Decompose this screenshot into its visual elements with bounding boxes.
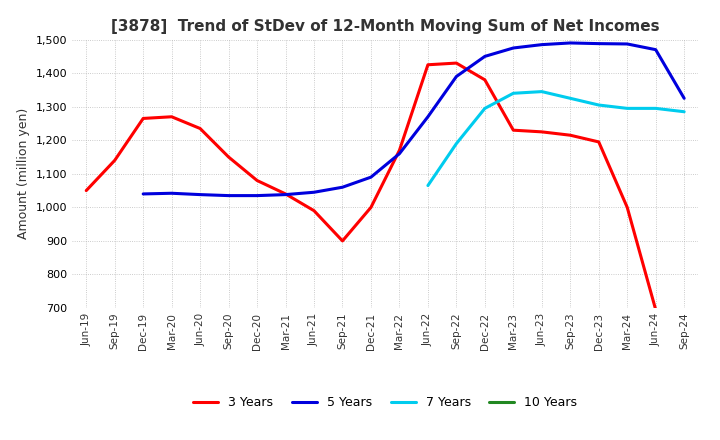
7 Years	[680, 109, 688, 114]
3 Years	[225, 154, 233, 160]
3 Years	[196, 126, 204, 131]
3 Years	[395, 148, 404, 153]
5 Years	[423, 114, 432, 119]
Line: 7 Years: 7 Years	[428, 92, 684, 186]
3 Years	[509, 128, 518, 133]
7 Years	[652, 106, 660, 111]
3 Years	[566, 132, 575, 138]
7 Years	[509, 91, 518, 96]
5 Years	[225, 193, 233, 198]
5 Years	[566, 40, 575, 46]
3 Years	[423, 62, 432, 67]
Line: 3 Years: 3 Years	[86, 63, 656, 310]
5 Years	[338, 184, 347, 190]
3 Years	[623, 205, 631, 210]
5 Years	[537, 42, 546, 47]
5 Years	[366, 175, 375, 180]
3 Years	[338, 238, 347, 244]
5 Years	[595, 41, 603, 46]
7 Years	[480, 106, 489, 111]
3 Years	[595, 139, 603, 145]
3 Years	[310, 208, 318, 213]
3 Years	[652, 307, 660, 312]
3 Years	[253, 178, 261, 183]
7 Years	[623, 106, 631, 111]
5 Years	[196, 192, 204, 197]
7 Years	[566, 95, 575, 101]
5 Years	[680, 95, 688, 101]
7 Years	[595, 103, 603, 108]
Legend: 3 Years, 5 Years, 7 Years, 10 Years: 3 Years, 5 Years, 7 Years, 10 Years	[188, 392, 582, 414]
3 Years	[480, 77, 489, 82]
3 Years	[139, 116, 148, 121]
Title: [3878]  Trend of StDev of 12-Month Moving Sum of Net Incomes: [3878] Trend of StDev of 12-Month Moving…	[111, 19, 660, 34]
3 Years	[282, 191, 290, 197]
5 Years	[652, 47, 660, 52]
5 Years	[282, 192, 290, 197]
7 Years	[423, 183, 432, 188]
Line: 5 Years: 5 Years	[143, 43, 684, 196]
5 Years	[253, 193, 261, 198]
7 Years	[452, 141, 461, 146]
5 Years	[395, 151, 404, 156]
3 Years	[366, 205, 375, 210]
Y-axis label: Amount (million yen): Amount (million yen)	[17, 108, 30, 239]
5 Years	[452, 74, 461, 79]
3 Years	[537, 129, 546, 135]
7 Years	[537, 89, 546, 94]
5 Years	[623, 41, 631, 47]
5 Years	[480, 54, 489, 59]
3 Years	[167, 114, 176, 119]
3 Years	[82, 188, 91, 193]
3 Years	[452, 60, 461, 66]
5 Years	[310, 190, 318, 195]
5 Years	[167, 191, 176, 196]
5 Years	[509, 45, 518, 51]
3 Years	[110, 158, 119, 163]
5 Years	[139, 191, 148, 197]
